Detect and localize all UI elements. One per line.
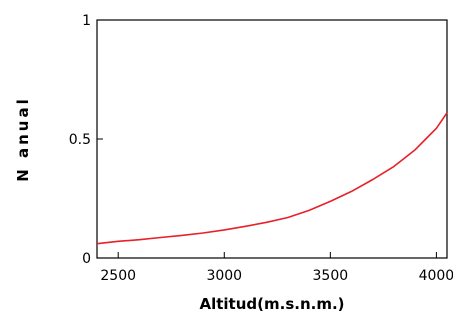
plot-axes — [96, 19, 448, 259]
series-line — [96, 112, 448, 245]
x-ticks: 2500 3000 3500 4000 — [100, 252, 453, 284]
x-axis-label: Altitud(m.s.n.m.) — [199, 295, 344, 313]
y-tick-label: 0 — [82, 251, 91, 267]
x-tick-label: 3500 — [313, 268, 349, 284]
y-tick-label: 0.5 — [69, 132, 91, 148]
y-axis-label: N anual — [14, 96, 32, 182]
y-tick-label: 1 — [82, 13, 91, 29]
series-layer — [96, 112, 448, 245]
plot-frame — [96, 19, 448, 259]
y-ticks: 00.51 — [69, 13, 103, 267]
x-tick-label: 4000 — [419, 268, 453, 284]
x-tick-label: 2500 — [100, 268, 136, 284]
x-tick-label: 3000 — [206, 268, 242, 284]
